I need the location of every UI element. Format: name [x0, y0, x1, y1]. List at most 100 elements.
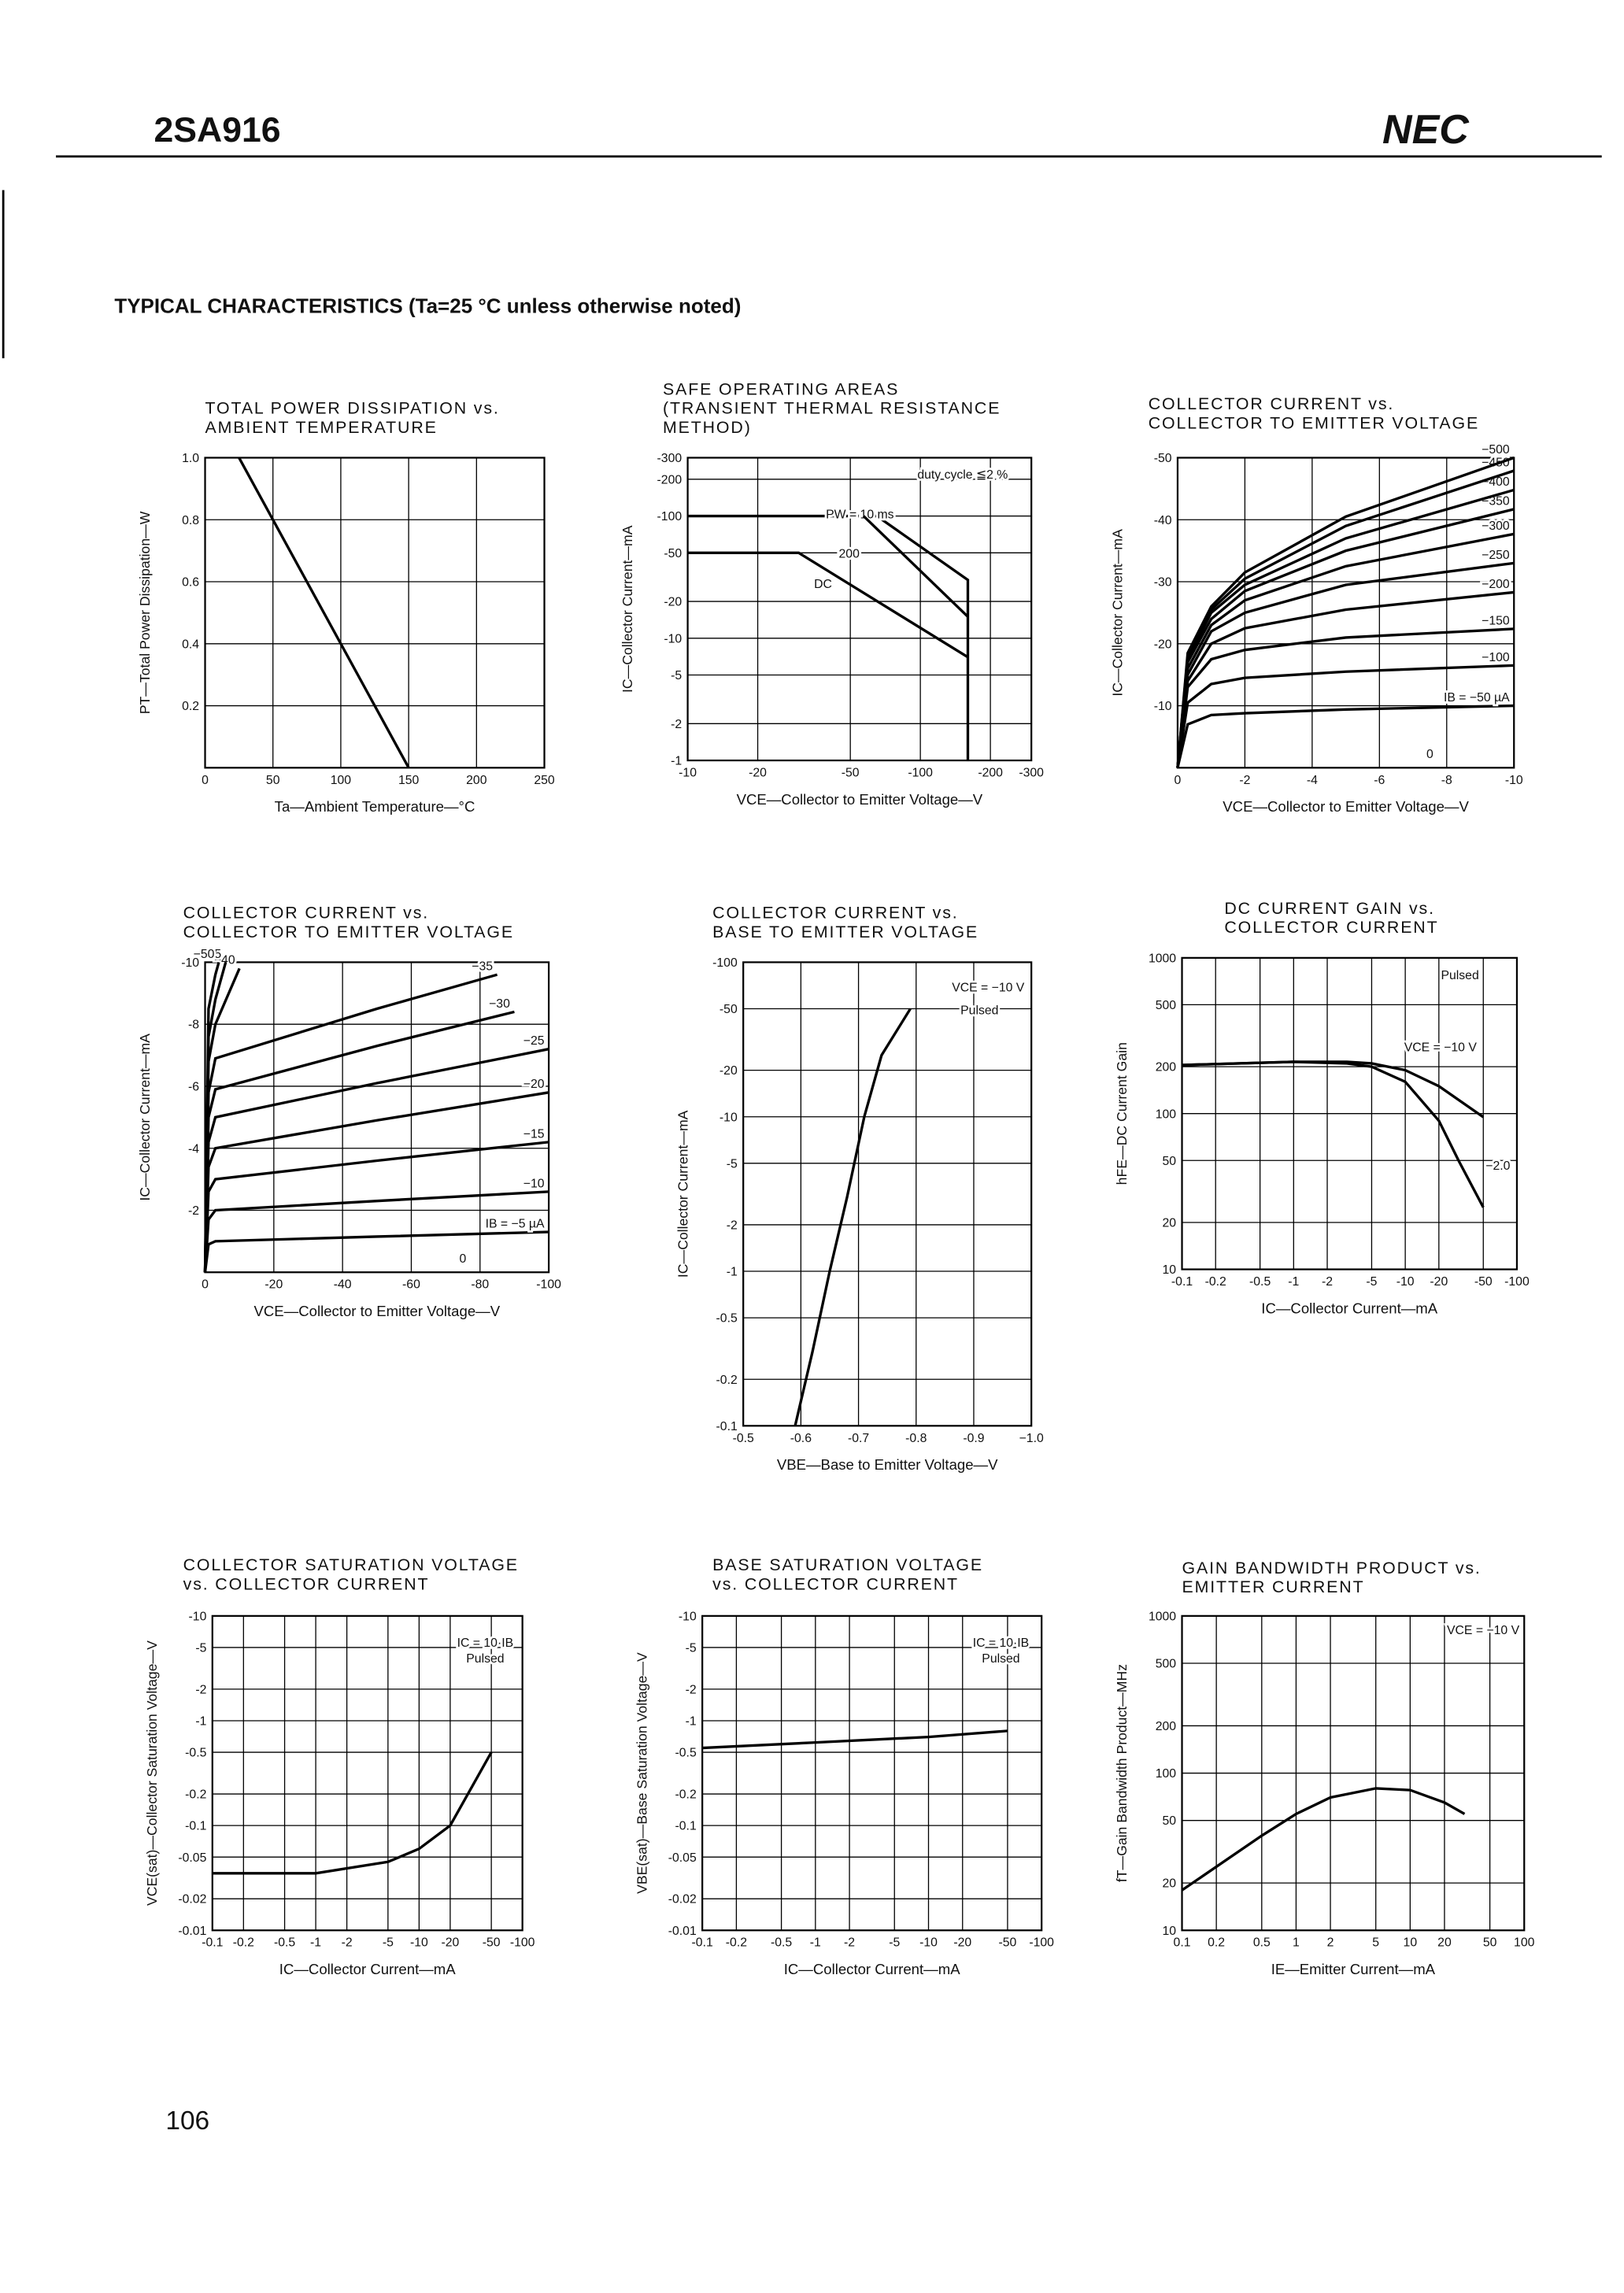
plot-frame [1181, 956, 1519, 1270]
data-line [687, 514, 970, 761]
y-axis-label: IC—Collector Current—mA [620, 525, 635, 693]
chart-title: DC CURRENT GAIN vs. [1224, 899, 1435, 918]
plot-frame [742, 961, 1033, 1427]
y-tick-label: 0.6 [182, 576, 199, 590]
part-number: 2SA916 [154, 111, 280, 150]
data-line [1176, 704, 1515, 768]
y-tick-label: -1 [671, 755, 682, 768]
chart-title: METHOD) [663, 418, 752, 437]
y-tick-label: 0.2 [182, 700, 199, 713]
series-label: DC [814, 578, 832, 591]
y-tick-label: -0.1 [185, 1820, 206, 1833]
chart-title: COLLECTOR CURRENT vs. [183, 904, 429, 923]
x-tick-label: -200 [978, 766, 1003, 779]
x-axis-label: Ta—Ambient Temperature—°C [275, 798, 475, 815]
x-tick-label: -50 [842, 766, 860, 779]
y-tick-label: -0.01 [178, 1925, 206, 1938]
x-tick-label: 5 [1372, 1936, 1379, 1950]
x-tick-label: -0.2 [233, 1936, 254, 1950]
x-tick-label: -0.8 [905, 1432, 927, 1445]
series-label: −200 [1482, 578, 1510, 591]
x-tick-label: 0 [202, 774, 209, 787]
plot-frame [686, 457, 1033, 762]
x-axis-label: IC—Collector Current—mA [784, 1961, 960, 1977]
y-tick-label: -10 [1154, 700, 1172, 713]
y-tick-label: -8 [188, 1019, 199, 1032]
x-tick-label: -20 [749, 766, 767, 779]
x-tick-label: -10 [919, 1936, 938, 1950]
y-tick-label: -20 [664, 596, 682, 609]
data-line [1176, 456, 1515, 768]
y-axis-label: VCE(sat)—Collector Saturation Voltage—V [144, 1640, 160, 1906]
x-tick-label: -2 [1239, 774, 1250, 787]
series-label: IB = −50 µA [1444, 691, 1510, 705]
y-tick-label: 0.4 [182, 638, 199, 651]
chart-title: COLLECTOR TO EMITTER VOLTAGE [1149, 413, 1479, 432]
chart-title: BASE SATURATION VOLTAGE [712, 1555, 983, 1574]
chart-title: vs. COLLECTOR CURRENT [183, 1574, 430, 1593]
chart-title: vs. COLLECTOR CURRENT [712, 1574, 959, 1593]
plot-frame [204, 961, 550, 1274]
y-tick-label: -10 [720, 1111, 738, 1124]
brand: NEC [1382, 107, 1470, 153]
chart-title: SAFE OPERATING AREAS [663, 380, 899, 399]
x-tick-label: -10 [1505, 774, 1523, 787]
page-number: 106 [165, 2106, 209, 2136]
y-tick-label: -0.2 [716, 1374, 738, 1387]
annotation: 0 [1426, 748, 1433, 761]
x-axis-label: VBE—Base to Emitter Voltage—V [777, 1456, 998, 1473]
x-tick-label: -0.5 [1249, 1275, 1271, 1289]
y-tick-label: -5 [686, 1642, 697, 1655]
annotation: Pulsed [982, 1652, 1019, 1666]
x-tick-label: -5 [889, 1936, 900, 1950]
y-tick-label: -2 [195, 1683, 206, 1696]
y-tick-label: 100 [1156, 1767, 1177, 1781]
y-tick-label: -0.5 [185, 1747, 206, 1760]
y-tick-label: -2 [727, 1219, 738, 1233]
y-tick-label: -1 [727, 1266, 738, 1279]
x-tick-label: -5 [1366, 1275, 1377, 1289]
data-line [687, 551, 969, 659]
plot-frame [701, 1614, 1043, 1932]
x-tick-label: -10 [410, 1936, 428, 1950]
y-tick-label: -6 [188, 1081, 199, 1094]
x-tick-label: 150 [398, 774, 420, 787]
chart-title: COLLECTOR TO EMITTER VOLTAGE [183, 923, 514, 941]
series-label: −15 [523, 1127, 545, 1141]
x-tick-label: 0.5 [1253, 1936, 1271, 1950]
x-tick-label: 50 [1483, 1936, 1497, 1950]
x-tick-label: -50 [483, 1936, 501, 1950]
y-tick-label: -10 [181, 956, 199, 970]
x-tick-label: 2 [1327, 1936, 1334, 1950]
series-label: −300 [1482, 520, 1510, 533]
y-tick-label: 20 [1163, 1877, 1177, 1891]
series-label: 200 [839, 547, 860, 560]
y-tick-label: 1.0 [182, 452, 199, 465]
y-tick-label: -0.02 [178, 1893, 206, 1907]
x-tick-label: -10 [679, 766, 697, 779]
chart-title: (TRANSIENT THERMAL RESISTANCE [663, 399, 1001, 418]
y-tick-label: -40 [1154, 514, 1172, 527]
x-tick-label: -0.5 [733, 1432, 754, 1445]
data-line [1176, 664, 1515, 768]
series-label: IB = −5 µA [486, 1217, 545, 1230]
y-tick-label: 1000 [1149, 952, 1176, 965]
annotation: 0 [460, 1252, 467, 1266]
x-tick-label: -2 [1322, 1275, 1333, 1289]
x-tick-label: -20 [1430, 1275, 1448, 1289]
y-tick-label: -2 [686, 1683, 697, 1696]
plot-frame [211, 1614, 523, 1932]
series-label: −250 [1482, 549, 1510, 562]
y-tick-label: -0.02 [668, 1893, 697, 1907]
y-tick-label: 500 [1156, 999, 1177, 1012]
data-line [212, 1751, 493, 1875]
series-label: −50 [194, 948, 215, 961]
data-line [702, 1729, 1008, 1750]
y-tick-label: -0.05 [178, 1851, 206, 1865]
y-tick-label: -0.2 [675, 1788, 697, 1802]
y-tick-label: -50 [720, 1003, 738, 1016]
y-tick-label: -5 [671, 669, 682, 682]
x-tick-label: 0.2 [1208, 1936, 1225, 1950]
x-axis-label: VCE—Collector to Emitter Voltage—V [737, 791, 983, 808]
plot-frame [204, 457, 546, 769]
